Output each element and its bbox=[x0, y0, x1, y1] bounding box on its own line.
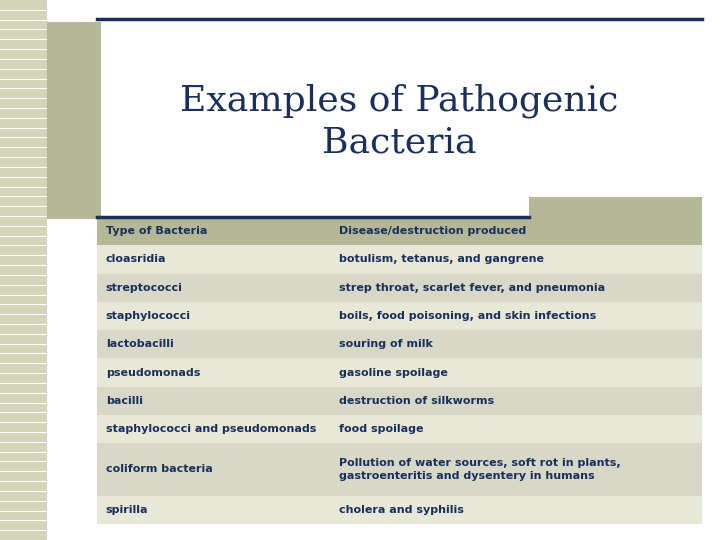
Text: spirilla: spirilla bbox=[106, 505, 148, 515]
Text: destruction of silkworms: destruction of silkworms bbox=[338, 396, 494, 406]
FancyBboxPatch shape bbox=[0, 0, 47, 540]
Text: Type of Bacteria: Type of Bacteria bbox=[106, 226, 207, 236]
FancyBboxPatch shape bbox=[97, 496, 702, 524]
FancyBboxPatch shape bbox=[529, 197, 702, 217]
Text: Examples of Pathogenic
Bacteria: Examples of Pathogenic Bacteria bbox=[181, 84, 618, 159]
FancyBboxPatch shape bbox=[97, 302, 702, 330]
Text: lactobacilli: lactobacilli bbox=[106, 339, 174, 349]
Text: cholera and syphilis: cholera and syphilis bbox=[338, 505, 464, 515]
Text: bacilli: bacilli bbox=[106, 396, 143, 406]
Text: staphylococci and pseudomonads: staphylococci and pseudomonads bbox=[106, 424, 316, 434]
Text: Pollution of water sources, soft rot in plants,
gastroenteritis and dysentery in: Pollution of water sources, soft rot in … bbox=[338, 458, 621, 481]
Text: souring of milk: souring of milk bbox=[338, 339, 433, 349]
FancyBboxPatch shape bbox=[97, 217, 702, 245]
Text: streptococci: streptococci bbox=[106, 283, 183, 293]
FancyBboxPatch shape bbox=[97, 274, 702, 302]
FancyBboxPatch shape bbox=[97, 415, 702, 443]
FancyBboxPatch shape bbox=[97, 330, 702, 359]
FancyBboxPatch shape bbox=[97, 245, 702, 274]
Text: gasoline spoilage: gasoline spoilage bbox=[338, 368, 448, 377]
Text: cloasridia: cloasridia bbox=[106, 254, 166, 265]
Text: strep throat, scarlet fever, and pneumonia: strep throat, scarlet fever, and pneumon… bbox=[338, 283, 605, 293]
Text: boils, food poisoning, and skin infections: boils, food poisoning, and skin infectio… bbox=[338, 311, 596, 321]
Text: food spoilage: food spoilage bbox=[338, 424, 423, 434]
Text: botulism, tetanus, and gangrene: botulism, tetanus, and gangrene bbox=[338, 254, 544, 265]
FancyBboxPatch shape bbox=[97, 359, 702, 387]
Text: staphylococci: staphylococci bbox=[106, 311, 191, 321]
Text: coliform bacteria: coliform bacteria bbox=[106, 464, 212, 474]
FancyBboxPatch shape bbox=[47, 22, 101, 219]
Text: Disease/destruction produced: Disease/destruction produced bbox=[338, 226, 526, 236]
FancyBboxPatch shape bbox=[97, 387, 702, 415]
FancyBboxPatch shape bbox=[97, 443, 702, 496]
Text: pseudomonads: pseudomonads bbox=[106, 368, 200, 377]
